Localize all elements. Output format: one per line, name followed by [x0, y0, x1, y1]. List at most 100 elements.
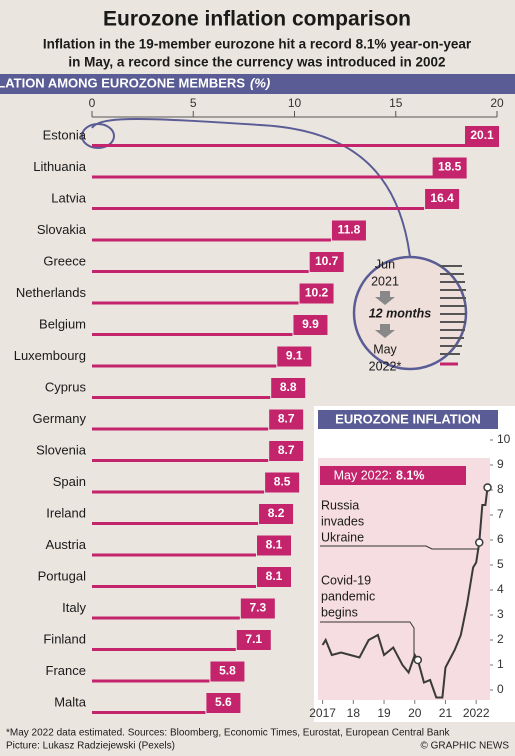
category-label: Slovakia [37, 222, 87, 237]
y-tick-label: 1 [497, 657, 504, 671]
section-bar [0, 74, 515, 94]
annotation: invades [321, 514, 364, 528]
y-tick-label: 3 [497, 607, 504, 621]
inset-start: 2021 [371, 274, 399, 288]
value-tag [277, 346, 312, 367]
category-label: Malta [54, 694, 87, 709]
category-label: Cyprus [45, 379, 87, 394]
leader [320, 621, 415, 660]
value-label: 10.2 [305, 286, 329, 300]
value-label: 8.1 [266, 569, 283, 583]
section-title: SNAPSHOT OF INFLATION AMONG EUROZONE MEM… [0, 75, 245, 90]
bar [92, 679, 210, 683]
inset-start: Jun [375, 257, 395, 271]
x-tick-label: 2017 [309, 706, 336, 720]
leader [320, 545, 480, 550]
x-tick-label: 15 [389, 96, 403, 110]
plot-area [318, 458, 490, 700]
bar [92, 333, 293, 336]
highlight-label: May 2022: [334, 468, 392, 482]
value-tag [206, 693, 241, 713]
category-label: Finland [43, 631, 86, 646]
y-tick-label: 9 [497, 457, 504, 471]
value-tag [269, 409, 304, 430]
y-tick-label: 10 [497, 432, 511, 446]
y-tick-label: 5 [497, 557, 504, 571]
value-tag [293, 315, 328, 335]
y-tick-label: 7 [497, 507, 504, 521]
value-label: 9.9 [302, 317, 319, 331]
value-label: 8.7 [278, 412, 295, 426]
brand: © GRAPHIC NEWS [421, 741, 510, 752]
x-tick-label: 10 [288, 96, 302, 110]
bar [92, 301, 299, 305]
value-tag [257, 535, 292, 556]
unit: (%) [250, 75, 270, 90]
bar [92, 648, 236, 651]
bar [92, 490, 265, 494]
title: Eurozone inflation comparison [103, 8, 411, 31]
annotation: Ukraine [321, 530, 364, 544]
value-tag [309, 252, 344, 272]
category-label: Ireland [46, 505, 86, 520]
point [475, 538, 484, 547]
x-tick-label: 2022 [463, 706, 490, 720]
x-tick-label: 21 [439, 706, 453, 720]
value-label: 5.8 [219, 664, 236, 678]
highlight-value: 8.1% [396, 468, 425, 482]
value-tag [271, 378, 306, 398]
bar [92, 270, 309, 273]
magnifier-stripes [440, 265, 466, 355]
bar [92, 144, 500, 147]
category-label: Estonia [43, 127, 87, 142]
magnifier-link [91, 118, 411, 258]
value-label: 20.1 [470, 128, 494, 142]
category-label: Luxembourg [14, 348, 86, 363]
value-tag [265, 472, 300, 493]
value-label: 9.1 [286, 349, 303, 363]
bar [92, 427, 269, 431]
value-label: 10.7 [315, 254, 339, 268]
value-tag [236, 630, 271, 650]
category-label: Italy [62, 600, 86, 615]
category-label: Latvia [51, 190, 86, 205]
point [413, 655, 423, 665]
bar [92, 711, 206, 714]
credit: Picture: Lukasz Radziejewski (Pexels) [6, 741, 175, 752]
value-tag [299, 283, 334, 304]
bar [92, 522, 259, 525]
bar [92, 585, 257, 588]
category-label: France [46, 663, 86, 678]
category-label: Netherlands [16, 285, 87, 300]
value-label: 7.1 [245, 632, 262, 646]
footnote: *May 2022 data estimated. Sources: Bloom… [6, 728, 451, 739]
category-label: Spain [53, 474, 86, 489]
bar [92, 238, 331, 242]
x-tick-label: 5 [190, 96, 197, 110]
inset-span: 12 months [369, 306, 432, 320]
bar [92, 364, 277, 368]
value-tag [331, 220, 366, 241]
inset-end: May [373, 342, 397, 356]
x-tick-label: 0 [89, 96, 96, 110]
category-label: Belgium [39, 316, 86, 331]
category-label: Germany [33, 411, 87, 426]
bar [92, 207, 425, 210]
y-tick-label: 2 [497, 632, 504, 646]
value-tag [432, 157, 467, 178]
value-tag [259, 504, 294, 524]
value-tag [465, 126, 500, 146]
point [483, 483, 492, 492]
value-label: 8.8 [280, 380, 297, 394]
x-tick-label: 20 [490, 96, 504, 110]
y-tick-label: 0 [497, 682, 504, 696]
category-label: Austria [46, 537, 87, 552]
magnifier-source [81, 123, 115, 149]
bar [92, 459, 269, 462]
value-tag [240, 598, 275, 619]
annotation: begins [321, 605, 358, 619]
x-tick-label: 20 [408, 706, 422, 720]
value-label: 5.6 [215, 695, 232, 709]
bar [92, 616, 240, 620]
